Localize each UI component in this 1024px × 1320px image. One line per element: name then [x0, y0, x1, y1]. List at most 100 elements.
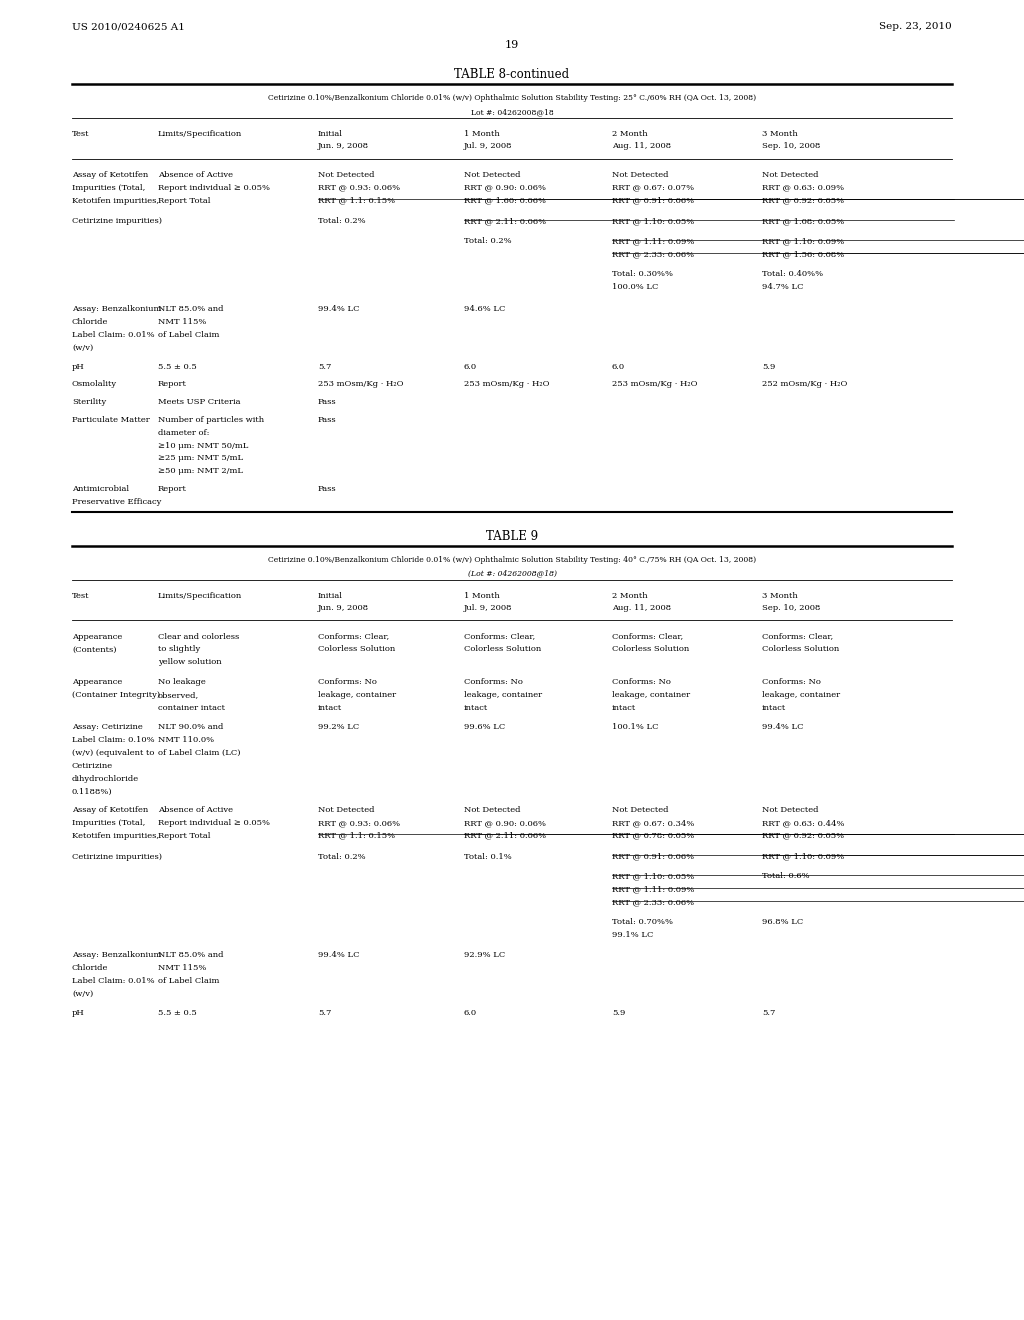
- Text: Impurities (Total,: Impurities (Total,: [72, 818, 145, 828]
- Text: 253 mOsm/Kg · H₂O: 253 mOsm/Kg · H₂O: [318, 380, 403, 388]
- Text: 94.6% LC: 94.6% LC: [464, 305, 506, 313]
- Text: 5.9: 5.9: [612, 1008, 626, 1016]
- Text: Meets USP Criteria: Meets USP Criteria: [158, 399, 241, 407]
- Text: Cetirizine 0.10%/Benzalkonium Chloride 0.01% (w/v) Ophthalmic Solution Stability: Cetirizine 0.10%/Benzalkonium Chloride 0…: [268, 556, 756, 564]
- Text: leakage, container: leakage, container: [318, 690, 396, 698]
- Text: Report Total: Report Total: [158, 197, 211, 205]
- Text: Report: Report: [158, 380, 186, 388]
- Text: Sep. 23, 2010: Sep. 23, 2010: [880, 22, 952, 30]
- Text: Cetirizine impurities): Cetirizine impurities): [72, 218, 162, 226]
- Text: Total: 0.2%: Total: 0.2%: [318, 853, 366, 861]
- Text: intact: intact: [464, 704, 488, 711]
- Text: Report individual ≥ 0.05%: Report individual ≥ 0.05%: [158, 183, 270, 191]
- Text: Cetirizine 0.10%/Benzalkonium Chloride 0.01% (w/v) Ophthalmic Solution Stability: Cetirizine 0.10%/Benzalkonium Chloride 0…: [268, 94, 756, 102]
- Text: intact: intact: [318, 704, 342, 711]
- Text: Assay of Ketotifen: Assay of Ketotifen: [72, 172, 148, 180]
- Text: observed,: observed,: [158, 690, 199, 698]
- Text: of Label Claim: of Label Claim: [158, 977, 219, 985]
- Text: 94.7% LC: 94.7% LC: [762, 282, 804, 290]
- Text: NMT 110.0%: NMT 110.0%: [158, 737, 214, 744]
- Text: Appearance: Appearance: [72, 678, 122, 686]
- Text: RRT @ 1.10: 0.09%: RRT @ 1.10: 0.09%: [762, 238, 844, 246]
- Text: Ketotifen impurities,: Ketotifen impurities,: [72, 832, 159, 840]
- Text: Aug. 11, 2008: Aug. 11, 2008: [612, 143, 671, 150]
- Text: Label Claim: 0.01%: Label Claim: 0.01%: [72, 331, 155, 339]
- Text: 96.8% LC: 96.8% LC: [762, 917, 803, 925]
- Text: Total: 0.2%: Total: 0.2%: [464, 238, 512, 246]
- Text: Total: 0.2%: Total: 0.2%: [318, 218, 366, 226]
- Text: Label Claim: 0.10%: Label Claim: 0.10%: [72, 737, 155, 744]
- Text: 5.5 ± 0.5: 5.5 ± 0.5: [158, 1008, 197, 1016]
- Text: RRT @ 2.11: 0.06%: RRT @ 2.11: 0.06%: [464, 832, 546, 840]
- Text: Not Detected: Not Detected: [464, 807, 520, 814]
- Text: Assay: Benzalkonium: Assay: Benzalkonium: [72, 952, 162, 960]
- Text: Appearance: Appearance: [72, 632, 122, 640]
- Text: Aug. 11, 2008: Aug. 11, 2008: [612, 605, 671, 612]
- Text: Colorless Solution: Colorless Solution: [464, 645, 542, 653]
- Text: 100.1% LC: 100.1% LC: [612, 723, 658, 731]
- Text: Not Detected: Not Detected: [762, 807, 818, 814]
- Text: 100.0% LC: 100.0% LC: [612, 282, 658, 290]
- Text: 1 Month: 1 Month: [464, 591, 500, 599]
- Text: RRT @ 0.67: 0.34%: RRT @ 0.67: 0.34%: [612, 818, 694, 828]
- Text: (Container Integrity): (Container Integrity): [72, 690, 160, 698]
- Text: leakage, container: leakage, container: [464, 690, 542, 698]
- Text: (Contents): (Contents): [72, 645, 117, 653]
- Text: 5.7: 5.7: [318, 1008, 332, 1016]
- Text: Osmolality: Osmolality: [72, 380, 117, 388]
- Text: US 2010/0240625 A1: US 2010/0240625 A1: [72, 22, 185, 30]
- Text: diameter of:: diameter of:: [158, 429, 210, 437]
- Text: RRT @ 1.11: 0.09%: RRT @ 1.11: 0.09%: [612, 886, 694, 894]
- Text: leakage, container: leakage, container: [612, 690, 690, 698]
- Text: 99.4% LC: 99.4% LC: [318, 305, 359, 313]
- Text: (Lot #: 04262008@18): (Lot #: 04262008@18): [468, 570, 556, 578]
- Text: Report Total: Report Total: [158, 832, 211, 840]
- Text: Impurities (Total,: Impurities (Total,: [72, 183, 145, 191]
- Text: NMT 115%: NMT 115%: [158, 318, 207, 326]
- Text: RRT @ 1.10: 0.09%: RRT @ 1.10: 0.09%: [762, 853, 844, 861]
- Text: 3 Month: 3 Month: [762, 129, 798, 139]
- Text: Not Detected: Not Detected: [318, 807, 375, 814]
- Text: 253 mOsm/Kg · H₂O: 253 mOsm/Kg · H₂O: [464, 380, 550, 388]
- Text: Ketotifen impurities,: Ketotifen impurities,: [72, 197, 159, 205]
- Text: RRT @ 0.91: 0.06%: RRT @ 0.91: 0.06%: [612, 197, 694, 205]
- Text: Label Claim: 0.01%: Label Claim: 0.01%: [72, 977, 155, 985]
- Text: RRT @ 0.90: 0.06%: RRT @ 0.90: 0.06%: [464, 183, 546, 191]
- Text: RRT @ 1.56: 0.08%: RRT @ 1.56: 0.08%: [762, 249, 844, 257]
- Text: Not Detected: Not Detected: [762, 172, 818, 180]
- Text: intact: intact: [612, 704, 636, 711]
- Text: RRT @ 0.63: 0.44%: RRT @ 0.63: 0.44%: [762, 818, 845, 828]
- Text: 6.0: 6.0: [612, 363, 625, 371]
- Text: 99.6% LC: 99.6% LC: [464, 723, 505, 731]
- Text: (w/v): (w/v): [72, 990, 93, 998]
- Text: (w/v): (w/v): [72, 343, 93, 352]
- Text: 0.1188%): 0.1188%): [72, 788, 113, 796]
- Text: NLT 85.0% and: NLT 85.0% and: [158, 305, 223, 313]
- Text: RRT @ 0.92: 0.05%: RRT @ 0.92: 0.05%: [762, 197, 844, 205]
- Text: Antimicrobial: Antimicrobial: [72, 484, 129, 492]
- Text: Assay: Cetirizine: Assay: Cetirizine: [72, 723, 142, 731]
- Text: Not Detected: Not Detected: [612, 807, 669, 814]
- Text: Not Detected: Not Detected: [318, 172, 375, 180]
- Text: RRT @ 0.92: 0.05%: RRT @ 0.92: 0.05%: [762, 832, 844, 840]
- Text: Conforms: Clear,: Conforms: Clear,: [464, 632, 536, 640]
- Text: Conforms: No: Conforms: No: [762, 678, 821, 686]
- Text: TABLE 9: TABLE 9: [486, 529, 538, 543]
- Text: 99.1% LC: 99.1% LC: [612, 931, 653, 939]
- Text: 1 Month: 1 Month: [464, 129, 500, 139]
- Text: RRT @ 2.11: 0.06%: RRT @ 2.11: 0.06%: [464, 218, 546, 226]
- Text: RRT @ 1.1: 0.15%: RRT @ 1.1: 0.15%: [318, 832, 395, 840]
- Text: RRT @ 0.63: 0.09%: RRT @ 0.63: 0.09%: [762, 183, 844, 191]
- Text: 252 mOsm/Kg · H₂O: 252 mOsm/Kg · H₂O: [762, 380, 848, 388]
- Text: Conforms: No: Conforms: No: [464, 678, 523, 686]
- Text: 99.4% LC: 99.4% LC: [762, 723, 804, 731]
- Text: Initial: Initial: [318, 129, 343, 139]
- Text: ≥25 μm: NMT 5/mL: ≥25 μm: NMT 5/mL: [158, 454, 243, 462]
- Text: 99.4% LC: 99.4% LC: [318, 952, 359, 960]
- Text: RRT @ 0.67: 0.07%: RRT @ 0.67: 0.07%: [612, 183, 694, 191]
- Text: Absence of Active: Absence of Active: [158, 807, 233, 814]
- Text: NMT 115%: NMT 115%: [158, 964, 207, 973]
- Text: Limits/Specification: Limits/Specification: [158, 591, 243, 599]
- Text: RRT @ 1.10: 0.05%: RRT @ 1.10: 0.05%: [612, 873, 694, 880]
- Text: Sep. 10, 2008: Sep. 10, 2008: [762, 143, 820, 150]
